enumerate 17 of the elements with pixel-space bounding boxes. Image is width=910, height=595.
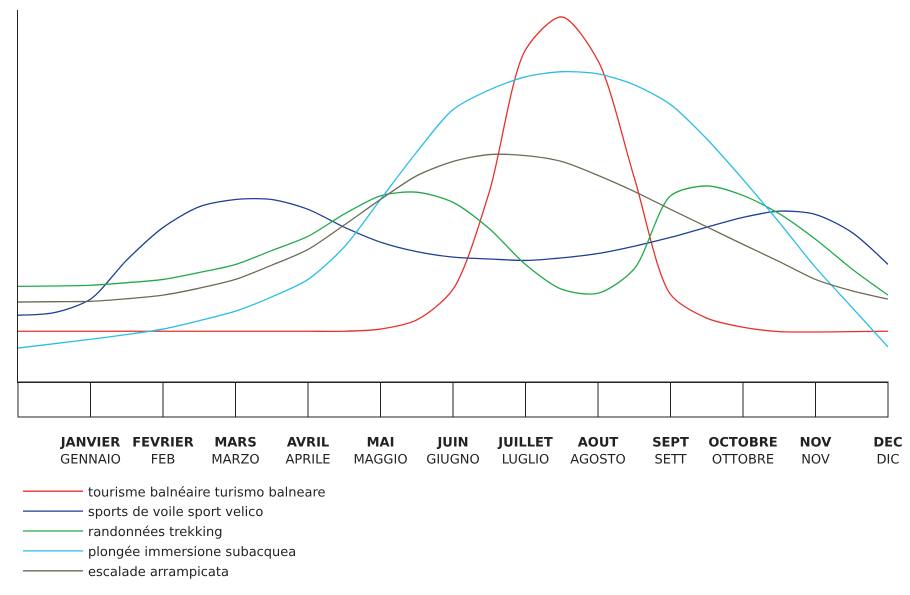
x-tick-label: NOV NOV [800,436,832,468]
x-tick-label: AOUT AGOSTO [570,436,626,468]
x-tick-label: MARS MARZO [211,436,260,468]
x-tick-label: JUIN GIUGNO [426,436,480,468]
x-tick-label: DEC DIC [873,436,903,468]
legend-label: sports de voile sport velico [88,505,264,520]
x-tick-label: JANVIER GENNAIO [60,436,121,468]
x-tick-label: JUILLET LUGLIO [497,436,553,468]
legend-label: randonnées trekking [88,525,222,540]
x-tick-label: FEVRIER FEB [132,436,194,468]
legend-label: tourisme balnéaire turismo balneare [88,485,326,500]
x-tick-label: AVRIL APRILE [285,436,331,468]
x-tick-label: OCTOBRE OTTOBRE [708,436,778,468]
x-tick-label: MAI MAGGIO [353,436,408,468]
x-tick-label: SEPT SETT [652,436,689,468]
legend-label: escalade arrampicata [88,564,229,580]
legend-label: plongée immersione subacquea [88,544,296,560]
